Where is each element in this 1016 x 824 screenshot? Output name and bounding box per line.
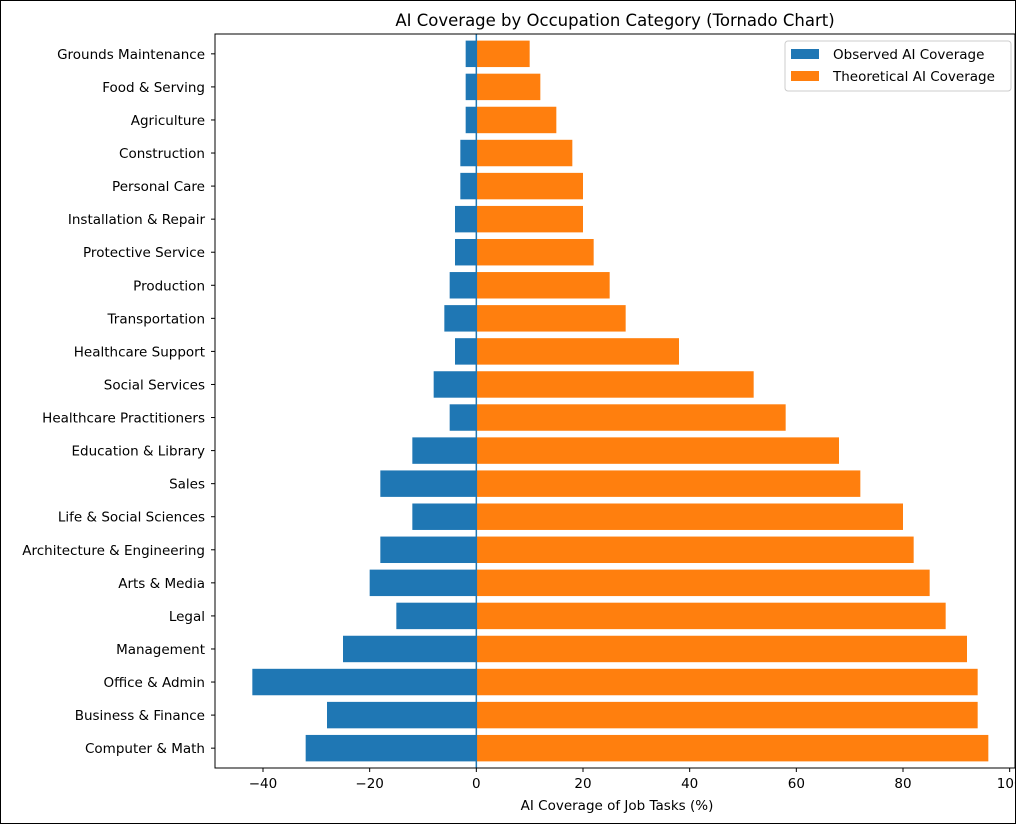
theoretical-bar-3: [476, 668, 978, 696]
observed-bar-14: [444, 305, 477, 332]
observed-bar-5: [396, 602, 477, 630]
theoretical-bar-7: [476, 536, 914, 564]
theoretical-bar-15: [476, 272, 610, 299]
x-tick-label: 0: [472, 776, 481, 792]
observed-bar-1: [305, 734, 477, 762]
theoretical-bar-5: [476, 602, 946, 630]
y-tick-label: Installation & Repair: [68, 212, 206, 228]
y-tick-label: Healthcare Practitioners: [42, 411, 205, 427]
theoretical-bar-9: [476, 470, 861, 497]
y-axis: Computer & Math Business & Finance Office …: [22, 47, 215, 757]
observed-bar-10: [412, 437, 477, 464]
theoretical-bar-1: [476, 734, 989, 762]
axes-frame: [214, 33, 1015, 769]
observed-bar-22: [465, 40, 477, 68]
theoretical-bar-11: [476, 404, 786, 431]
legend-box: [784, 40, 1012, 92]
theoretical-bar-12: [476, 371, 754, 398]
theoretical-bar-19: [476, 139, 573, 167]
y-tick-label: Arts & Media: [118, 576, 205, 592]
observed-bar-18: [460, 172, 477, 200]
y-tick-label: Management: [116, 642, 205, 658]
x-axis-label: AI Coverage of Job Tasks (%): [521, 798, 714, 814]
observed-bar-17: [455, 205, 477, 233]
x-tick-label: 20: [574, 776, 591, 792]
theoretical-bar-10: [476, 437, 839, 464]
y-tick-label: Sales: [169, 477, 205, 493]
theoretical-bar-6: [476, 569, 930, 597]
observed-bar-3: [252, 668, 477, 696]
y-tick-label: Social Services: [104, 377, 205, 393]
theoretical-bar-16: [476, 238, 594, 266]
x-tick-label: 40: [681, 776, 698, 792]
observed-bar-13: [455, 338, 477, 365]
observed-bar-19: [460, 139, 477, 167]
observed-bar-6: [369, 569, 477, 597]
y-tick-label: Legal: [169, 609, 205, 625]
theoretical-bar-17: [476, 205, 583, 233]
y-tick-label: Personal Care: [112, 179, 205, 195]
y-tick-label: Agriculture: [131, 113, 205, 129]
theoretical-bar-4: [476, 635, 967, 663]
theoretical-bar-22: [476, 40, 530, 68]
observed-bar-4: [343, 635, 477, 663]
y-tick-label: Transportation: [107, 311, 205, 327]
theoretical-bar-18: [476, 172, 583, 200]
observed-bar-20: [465, 106, 477, 134]
y-tick-label: Protective Service: [83, 245, 205, 261]
y-tick-label: Construction: [119, 146, 205, 162]
x-tick-label: 60: [788, 776, 805, 792]
theoretical-bar-13: [476, 338, 679, 365]
observed-bar-16: [455, 238, 477, 266]
y-tick-label: Healthcare Support: [74, 344, 205, 360]
y-tick-label: Grounds Maintenance: [57, 47, 205, 63]
y-tick-label: Food & Serving: [102, 80, 205, 96]
observed-bar-12: [433, 371, 477, 398]
observed-bar-9: [380, 470, 477, 497]
y-tick-label: Production: [133, 278, 205, 294]
y-tick-label: Education & Library: [71, 444, 205, 460]
legend: Observed AI Coverage Theoretical AI Cover…: [784, 40, 1012, 92]
observed-bar-21: [465, 73, 477, 101]
theoretical-bar-8: [476, 503, 903, 530]
y-tick-label: Computer & Math: [85, 741, 205, 757]
observed-bar-7: [380, 536, 477, 564]
x-tick-label: 80: [894, 776, 911, 792]
bars-group: [252, 40, 989, 762]
legend-entry: Observed AI Coverage: [833, 47, 984, 63]
theoretical-bar-14: [476, 305, 626, 332]
legend-swatch: [791, 71, 819, 81]
observed-bar-8: [412, 503, 477, 530]
theoretical-bar-2: [476, 701, 978, 729]
theoretical-bar-21: [476, 73, 541, 101]
y-tick-label: Business & Finance: [75, 708, 205, 724]
chart-title: AI Coverage by Occupation Category (Torn…: [395, 11, 834, 30]
x-tick-label: −20: [355, 776, 384, 792]
x-axis: −40 −20 0 20 40 60 80 100: [249, 768, 1015, 792]
theoretical-bar-20: [476, 106, 557, 134]
x-tick-label: 100: [997, 776, 1015, 792]
observed-bar-2: [327, 701, 477, 729]
x-tick-label: −40: [249, 776, 278, 792]
observed-bar-11: [449, 404, 477, 431]
legend-swatch: [791, 49, 819, 59]
y-tick-label: Office & Admin: [103, 675, 205, 691]
y-tick-label: Life & Social Sciences: [58, 510, 205, 526]
y-tick-label: Architecture & Engineering: [22, 543, 205, 559]
observed-bar-15: [449, 272, 477, 299]
legend-entry: Theoretical AI Coverage: [832, 69, 995, 85]
